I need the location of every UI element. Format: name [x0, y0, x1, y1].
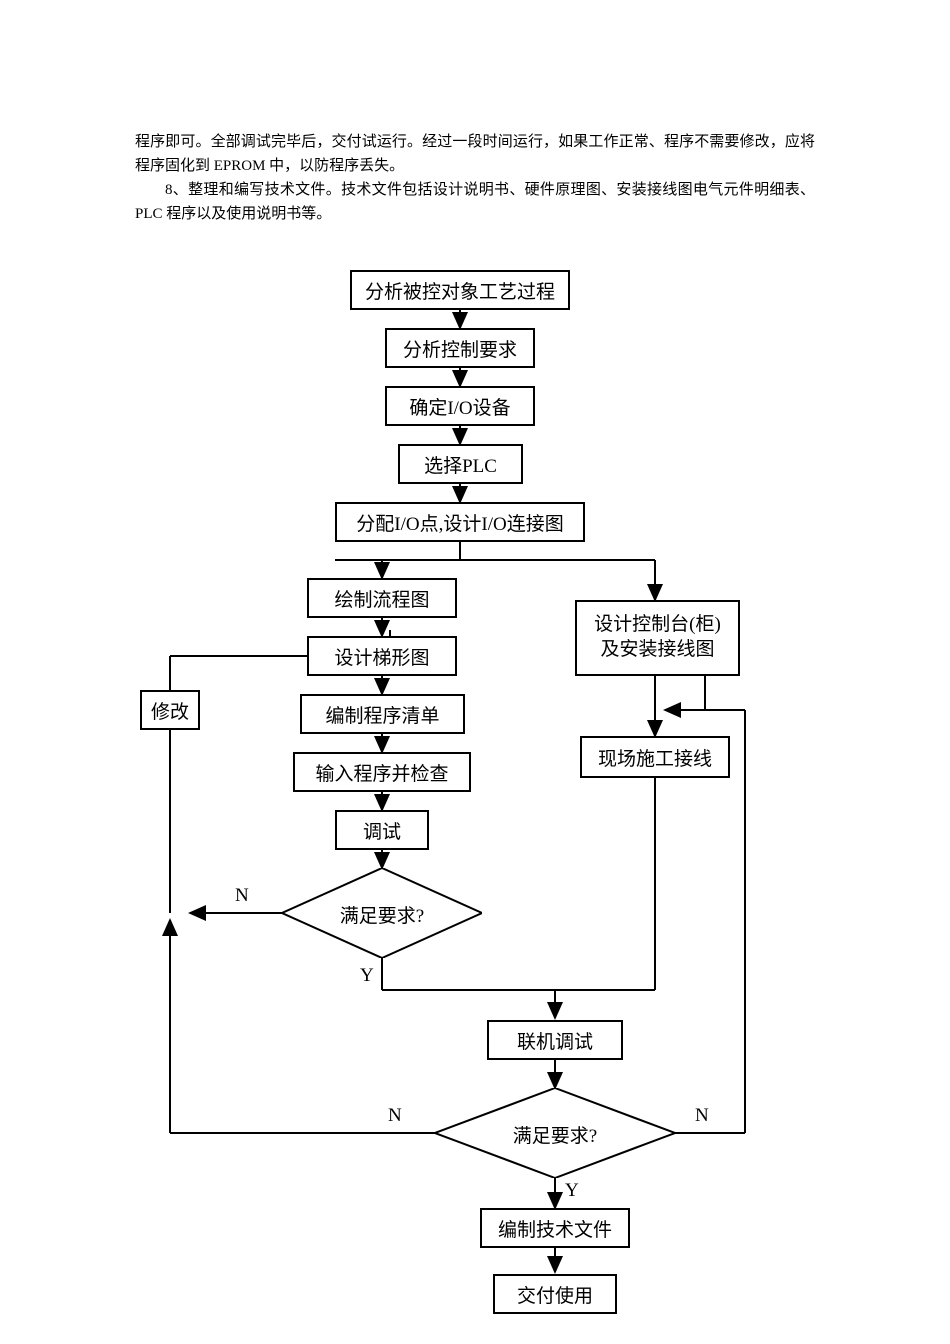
node-modify: 修改 — [140, 690, 200, 730]
node-ladder: 设计梯形图 — [307, 636, 457, 676]
label: 满足要求? — [435, 1121, 675, 1148]
label: 交付使用 — [517, 1281, 593, 1308]
label: 现场施工接线 — [598, 744, 712, 771]
node-console-design: 设计控制台(柜)及安装接线图 — [575, 600, 740, 676]
node-draw-flow: 绘制流程图 — [307, 578, 457, 618]
label: 分配I/O点,设计I/O连接图 — [356, 509, 563, 536]
label: 确定I/O设备 — [409, 393, 510, 420]
node-io-design: 分配I/O点,设计I/O连接图 — [335, 502, 585, 542]
node-tech-doc: 编制技术文件 — [480, 1208, 630, 1248]
node-deliver: 交付使用 — [493, 1274, 617, 1314]
label-y-1: Y — [360, 965, 374, 987]
label-n-3: N — [695, 1105, 709, 1127]
label: 设计控制台(柜)及安装接线图 — [594, 613, 721, 662]
flowchart: 分析被控对象工艺过程 分析控制要求 确定I/O设备 选择PLC 分配I/O点,设… — [135, 270, 815, 1320]
paragraph-2: 8、整理和编写技术文件。技术文件包括设计说明书、硬件原理图、安装接线图电气元件明… — [135, 178, 815, 226]
label: 绘制流程图 — [334, 585, 429, 612]
label: 满足要求? — [282, 901, 482, 928]
label: 分析被控对象工艺过程 — [365, 277, 555, 304]
node-input-check: 输入程序并检查 — [293, 752, 471, 792]
decision-1: 满足要求? — [282, 868, 482, 958]
node-joint-debug: 联机调试 — [487, 1020, 623, 1060]
label: 编制程序清单 — [325, 701, 439, 728]
label: 选择PLC — [424, 451, 497, 478]
node-debug: 调试 — [335, 810, 429, 850]
label: 调试 — [363, 817, 401, 844]
label: 联机调试 — [517, 1027, 593, 1054]
node-field-wiring: 现场施工接线 — [580, 736, 730, 778]
node-select-plc: 选择PLC — [398, 444, 523, 484]
label-y-2: Y — [565, 1180, 579, 1202]
intro-text: 程序即可。全部调试完毕后，交付试运行。经过一段时间运行，如果工作正常、程序不需要… — [135, 130, 815, 226]
label-n-2: N — [388, 1105, 402, 1127]
label: 设计梯形图 — [334, 643, 429, 670]
label: 输入程序并检查 — [315, 759, 448, 786]
node-analyze-req: 分析控制要求 — [385, 328, 535, 368]
label: 修改 — [151, 697, 189, 724]
label: 编制技术文件 — [498, 1215, 612, 1242]
node-program-list: 编制程序清单 — [300, 694, 465, 734]
decision-2: 满足要求? — [435, 1088, 675, 1178]
paragraph-1: 程序即可。全部调试完毕后，交付试运行。经过一段时间运行，如果工作正常、程序不需要… — [135, 130, 815, 178]
label-n-1: N — [235, 885, 249, 907]
node-io-device: 确定I/O设备 — [385, 386, 535, 426]
label: 分析控制要求 — [403, 335, 517, 362]
node-analyze-process: 分析被控对象工艺过程 — [350, 270, 570, 310]
